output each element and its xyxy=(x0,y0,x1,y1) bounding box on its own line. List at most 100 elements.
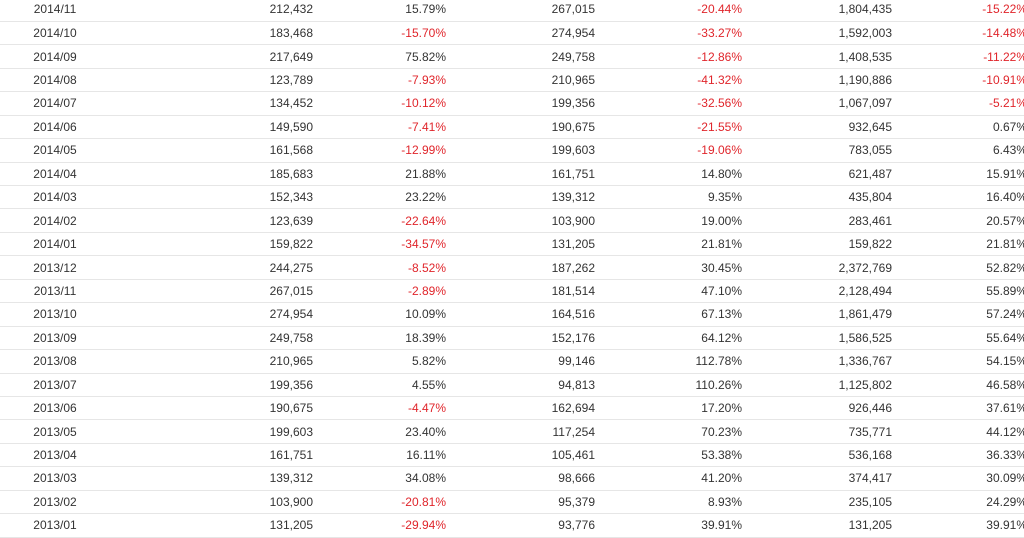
value-cell: 783,055 xyxy=(746,138,892,163)
value-cell: 274,954 xyxy=(120,302,313,327)
table-row: 2014/06 149,590 -7.41% 190,675 -21.55% 932,64… xyxy=(0,115,1024,140)
percent-cell: 23.40% xyxy=(313,419,450,444)
value-cell: 183,468 xyxy=(120,21,313,46)
value-cell: 735,771 xyxy=(746,419,892,444)
value-cell: 235,105 xyxy=(746,490,892,515)
percent-cell: 52.82% xyxy=(892,255,1024,280)
percent-cell: 39.91% xyxy=(892,513,1024,538)
value-cell: 210,965 xyxy=(450,68,595,93)
table-row: 2013/04 161,751 16.11% 105,461 53.38% 536,168… xyxy=(0,443,1024,468)
percent-cell: -20.81% xyxy=(313,490,450,515)
value-cell: 1,592,003 xyxy=(746,21,892,46)
percent-cell: 110.26% xyxy=(595,373,746,397)
table-row: 2013/12 244,275 -8.52% 187,262 30.45% 2,372,7… xyxy=(0,255,1024,280)
table-row: 2013/09 249,758 18.39% 152,176 64.12% 1,586,5… xyxy=(0,326,1024,351)
value-cell: 152,176 xyxy=(450,326,595,351)
table-row: 2014/09 217,649 75.82% 249,758 -12.86% 1,408,… xyxy=(0,44,1024,69)
table-row: 2013/10 274,954 10.09% 164,516 67.13% 1,861,4… xyxy=(0,302,1024,327)
percent-cell: 70.23% xyxy=(595,419,746,444)
percent-cell: -34.57% xyxy=(313,232,450,257)
percent-cell: -20.44% xyxy=(595,0,746,22)
value-cell: 152,343 xyxy=(120,185,313,210)
value-cell: 199,356 xyxy=(450,91,595,116)
percent-cell: 64.12% xyxy=(595,326,746,351)
value-cell: 1,586,525 xyxy=(746,326,892,351)
table-row: 2014/04 185,683 21.88% 161,751 14.80% 621,487… xyxy=(0,162,1024,187)
percent-cell: 67.13% xyxy=(595,302,746,327)
percent-cell: 53.38% xyxy=(595,443,746,468)
value-cell: 2,372,769 xyxy=(746,255,892,280)
month-cell: 2013/05 xyxy=(0,419,120,444)
value-cell: 95,379 xyxy=(450,490,595,515)
value-cell: 139,312 xyxy=(120,466,313,491)
value-cell: 190,675 xyxy=(120,396,313,421)
percent-cell: -14.48% xyxy=(892,21,1024,46)
percent-cell: 75.82% xyxy=(313,44,450,69)
value-cell: 374,417 xyxy=(746,466,892,491)
table-row: 2013/07 199,356 4.55% 94,813 110.26% 1,125,80… xyxy=(0,373,1024,397)
value-cell: 249,758 xyxy=(120,326,313,351)
month-cell: 2013/06 xyxy=(0,396,120,421)
value-cell: 1,861,479 xyxy=(746,302,892,327)
percent-cell: 30.09% xyxy=(892,466,1024,491)
percent-cell: -4.47% xyxy=(313,396,450,421)
month-cell: 2014/10 xyxy=(0,21,120,46)
table-row: 2013/08 210,965 5.82% 99,146 112.78% 1,336,76… xyxy=(0,349,1024,374)
percent-cell: -32.56% xyxy=(595,91,746,116)
percent-cell: -7.93% xyxy=(313,68,450,93)
table-row: 2013/02 103,900 -20.81% 95,379 8.93% 235,105 2… xyxy=(0,490,1024,515)
percent-cell: 16.40% xyxy=(892,185,1024,210)
table-row: 2013/05 199,603 23.40% 117,254 70.23% 735,771… xyxy=(0,419,1024,444)
value-cell: 1,067,097 xyxy=(746,91,892,116)
percent-cell: -29.94% xyxy=(313,513,450,538)
value-cell: 274,954 xyxy=(450,21,595,46)
value-cell: 1,190,886 xyxy=(746,68,892,93)
percent-cell: -5.21% xyxy=(892,91,1024,116)
percent-cell: -11.22% xyxy=(892,44,1024,69)
percent-cell: 57.24% xyxy=(892,302,1024,327)
value-cell: 103,900 xyxy=(450,208,595,233)
percent-cell: -12.86% xyxy=(595,44,746,69)
percent-cell: -7.41% xyxy=(313,115,450,140)
percent-cell: -15.22% xyxy=(892,0,1024,22)
value-cell: 131,205 xyxy=(450,232,595,257)
percent-cell: 54.15% xyxy=(892,349,1024,374)
percent-cell: 24.29% xyxy=(892,490,1024,515)
value-cell: 217,649 xyxy=(120,44,313,69)
value-cell: 185,683 xyxy=(120,162,313,187)
value-cell: 190,675 xyxy=(450,115,595,140)
value-cell: 131,205 xyxy=(746,513,892,538)
value-cell: 210,965 xyxy=(120,349,313,374)
table-row: 2014/08 123,789 -7.93% 210,965 -41.32% 1,190,… xyxy=(0,68,1024,93)
percent-cell: 15.79% xyxy=(313,0,450,22)
percent-cell: 37.61% xyxy=(892,396,1024,421)
value-cell: 2,128,494 xyxy=(746,279,892,304)
percent-cell: -10.91% xyxy=(892,68,1024,93)
percent-cell: -15.70% xyxy=(313,21,450,46)
table-row: 2014/10 183,468 -15.70% 274,954 -33.27% 1,592… xyxy=(0,21,1024,46)
percent-cell: 55.64% xyxy=(892,326,1024,351)
value-cell: 99,146 xyxy=(450,349,595,374)
value-cell: 932,645 xyxy=(746,115,892,140)
value-cell: 244,275 xyxy=(120,255,313,280)
percent-cell: -21.55% xyxy=(595,115,746,140)
percent-cell: 18.39% xyxy=(313,326,450,351)
value-cell: 267,015 xyxy=(450,0,595,22)
value-cell: 199,603 xyxy=(450,138,595,163)
month-cell: 2013/01 xyxy=(0,513,120,538)
value-cell: 131,205 xyxy=(120,513,313,538)
percent-cell: -41.32% xyxy=(595,68,746,93)
value-cell: 149,590 xyxy=(120,115,313,140)
value-cell: 123,639 xyxy=(120,208,313,233)
month-cell: 2014/04 xyxy=(0,162,120,187)
percent-cell: 41.20% xyxy=(595,466,746,491)
percent-cell: 17.20% xyxy=(595,396,746,421)
percent-cell: 14.80% xyxy=(595,162,746,187)
month-cell: 2014/03 xyxy=(0,185,120,210)
table-row: 2014/07 134,452 -10.12% 199,356 -32.56% 1,067… xyxy=(0,91,1024,116)
percent-cell: -19.06% xyxy=(595,138,746,163)
value-cell: 199,356 xyxy=(120,373,313,397)
value-cell: 283,461 xyxy=(746,208,892,233)
month-cell: 2013/04 xyxy=(0,443,120,468)
